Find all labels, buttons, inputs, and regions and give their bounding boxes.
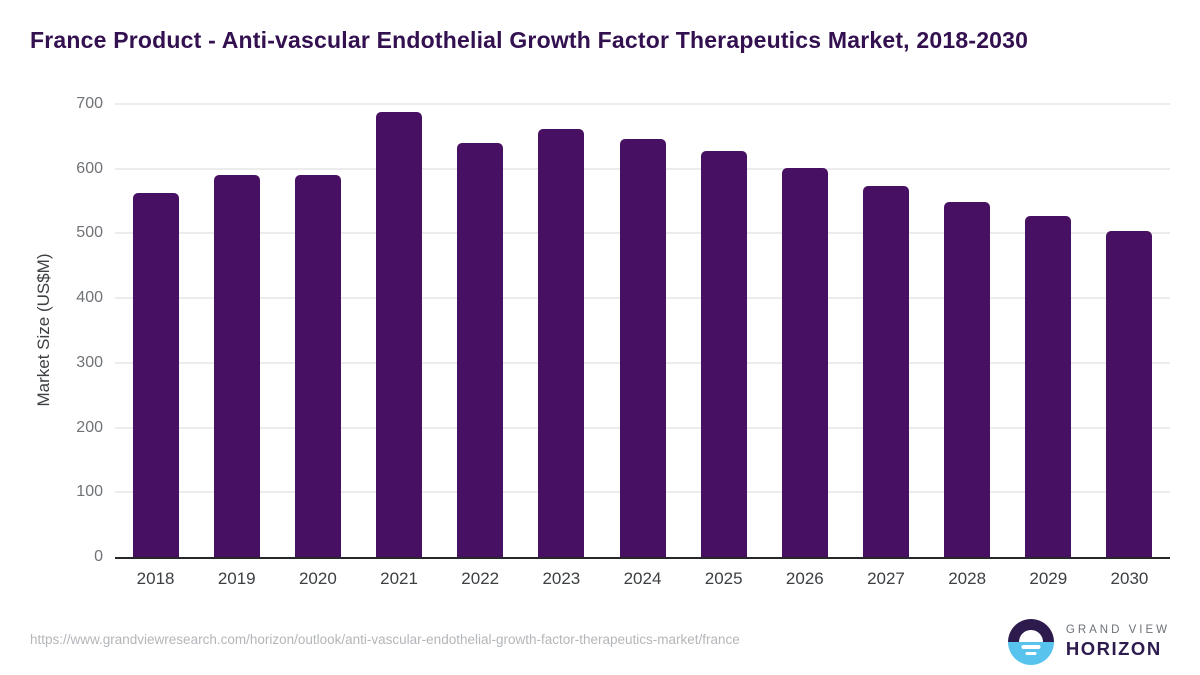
- bar-slot: [683, 104, 764, 557]
- x-tick-label: 2018: [136, 569, 175, 588]
- bar-slot: [440, 104, 521, 557]
- sun-dome-shape: [1018, 630, 1043, 642]
- source-url: https://www.grandviewresearch.com/horizo…: [30, 632, 740, 647]
- bar-slot: [845, 104, 926, 557]
- bar-slot: [277, 104, 358, 557]
- x-tick-label: 2030: [1110, 569, 1149, 588]
- bar-2018: [132, 193, 179, 557]
- x-tick-label: 2019: [217, 569, 256, 588]
- bar-slot: [196, 104, 277, 557]
- x-tick-label: 2026: [785, 569, 824, 588]
- x-tick-label: 2023: [542, 569, 581, 588]
- y-tick-label: 200: [76, 418, 103, 436]
- bar-2022: [457, 142, 504, 557]
- y-tick-label: 300: [76, 353, 103, 371]
- y-tick-label: 100: [76, 483, 103, 501]
- bar-2023: [538, 129, 585, 557]
- bar-slot: [1008, 104, 1089, 557]
- bar-2030: [1106, 230, 1153, 557]
- x-tick-label: 2029: [1029, 569, 1068, 588]
- bar-2020: [294, 174, 341, 557]
- x-tick-label: 2025: [704, 569, 743, 588]
- brand-name-bottom: HORIZON: [1065, 638, 1162, 659]
- bar-series: [115, 104, 1170, 557]
- y-tick-label: 0: [94, 548, 103, 565]
- brand-logo: GRAND VIEW HORIZON: [1007, 619, 1170, 665]
- bar-slot: [1089, 104, 1170, 557]
- bar-slot: [115, 104, 196, 557]
- chart-title: France Product - Anti-vascular Endotheli…: [30, 27, 1029, 53]
- x-axis-tick-labels: 2018 2019 2020 2021 2022 2023 2024 2025 2026 2027…: [115, 569, 1170, 589]
- bar-slot: [602, 104, 683, 557]
- bar-2021: [376, 111, 423, 557]
- x-tick-label: 2027: [867, 569, 905, 588]
- brand-name-top: GRAND VIEW: [1065, 624, 1170, 636]
- y-tick-label: 500: [76, 224, 103, 242]
- sun-ray-line: [1025, 651, 1037, 655]
- bar-slot: [927, 104, 1008, 557]
- bar-2026: [781, 168, 828, 557]
- x-tick-label: 2024: [623, 569, 662, 588]
- x-tick-label: 2022: [461, 569, 500, 588]
- bar-2028: [944, 201, 991, 557]
- horizon-sunrise-icon: [1007, 619, 1054, 665]
- x-tick-label: 2020: [298, 569, 337, 588]
- bar-2025: [700, 151, 747, 557]
- x-tick-label: 2021: [380, 569, 418, 588]
- y-tick-label: 600: [76, 159, 103, 177]
- y-tick-label: 400: [76, 289, 103, 307]
- brand-text: GRAND VIEW HORIZON: [1066, 624, 1170, 660]
- bar-2027: [862, 186, 909, 557]
- y-tick-label: 700: [76, 95, 103, 112]
- bar-slot: [521, 104, 602, 557]
- x-tick-label: 2028: [948, 569, 987, 588]
- bar-2019: [213, 174, 260, 557]
- bar-slot: [358, 104, 439, 557]
- gridline: [115, 103, 1170, 105]
- bar-2029: [1025, 215, 1072, 557]
- bar-2024: [619, 138, 666, 557]
- y-axis-tick-labels: 0 100 200 300 400 500 600 700: [0, 95, 103, 565]
- plot-area: [115, 103, 1170, 559]
- bar-slot: [764, 104, 845, 557]
- sun-ray-line: [1021, 644, 1041, 649]
